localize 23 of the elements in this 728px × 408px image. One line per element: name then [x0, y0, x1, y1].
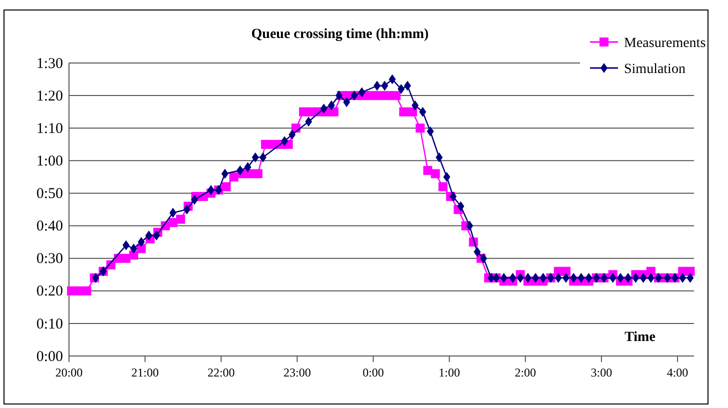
y-tick-label: 0:10: [36, 316, 63, 332]
chart-title: Queue crossing time (hh:mm): [251, 27, 430, 42]
legend-label: Measurements: [624, 36, 706, 51]
y-tick-label: 1:00: [36, 153, 63, 170]
x-tick-label: 2:00: [514, 366, 536, 380]
legend-label: Simulation: [624, 62, 686, 77]
y-tick-label: 0:30: [36, 251, 63, 268]
y-tick-label: 1:10: [36, 120, 63, 137]
y-tick-label: 1:30: [36, 56, 63, 72]
x-tick-label: 0:00: [362, 366, 384, 380]
x-tick-label: 4:00: [666, 366, 688, 380]
x-axis-title: Time: [624, 330, 656, 345]
x-tick-label: 21:00: [131, 366, 159, 380]
y-tick-label: 0:20: [36, 284, 63, 300]
y-tick-label: 0:40: [36, 218, 63, 235]
y-tick-label: 0:50: [36, 186, 63, 202]
x-tick-label: 23:00: [284, 366, 311, 380]
y-tick-label: 1:20: [36, 88, 63, 104]
x-tick-label: 3:00: [590, 366, 612, 380]
x-tick-label: 20:00: [55, 366, 83, 380]
y-tick-label: 0:00: [36, 348, 63, 365]
x-tick-label: 1:00: [438, 366, 460, 380]
x-tick-label: 22:00: [207, 366, 235, 380]
